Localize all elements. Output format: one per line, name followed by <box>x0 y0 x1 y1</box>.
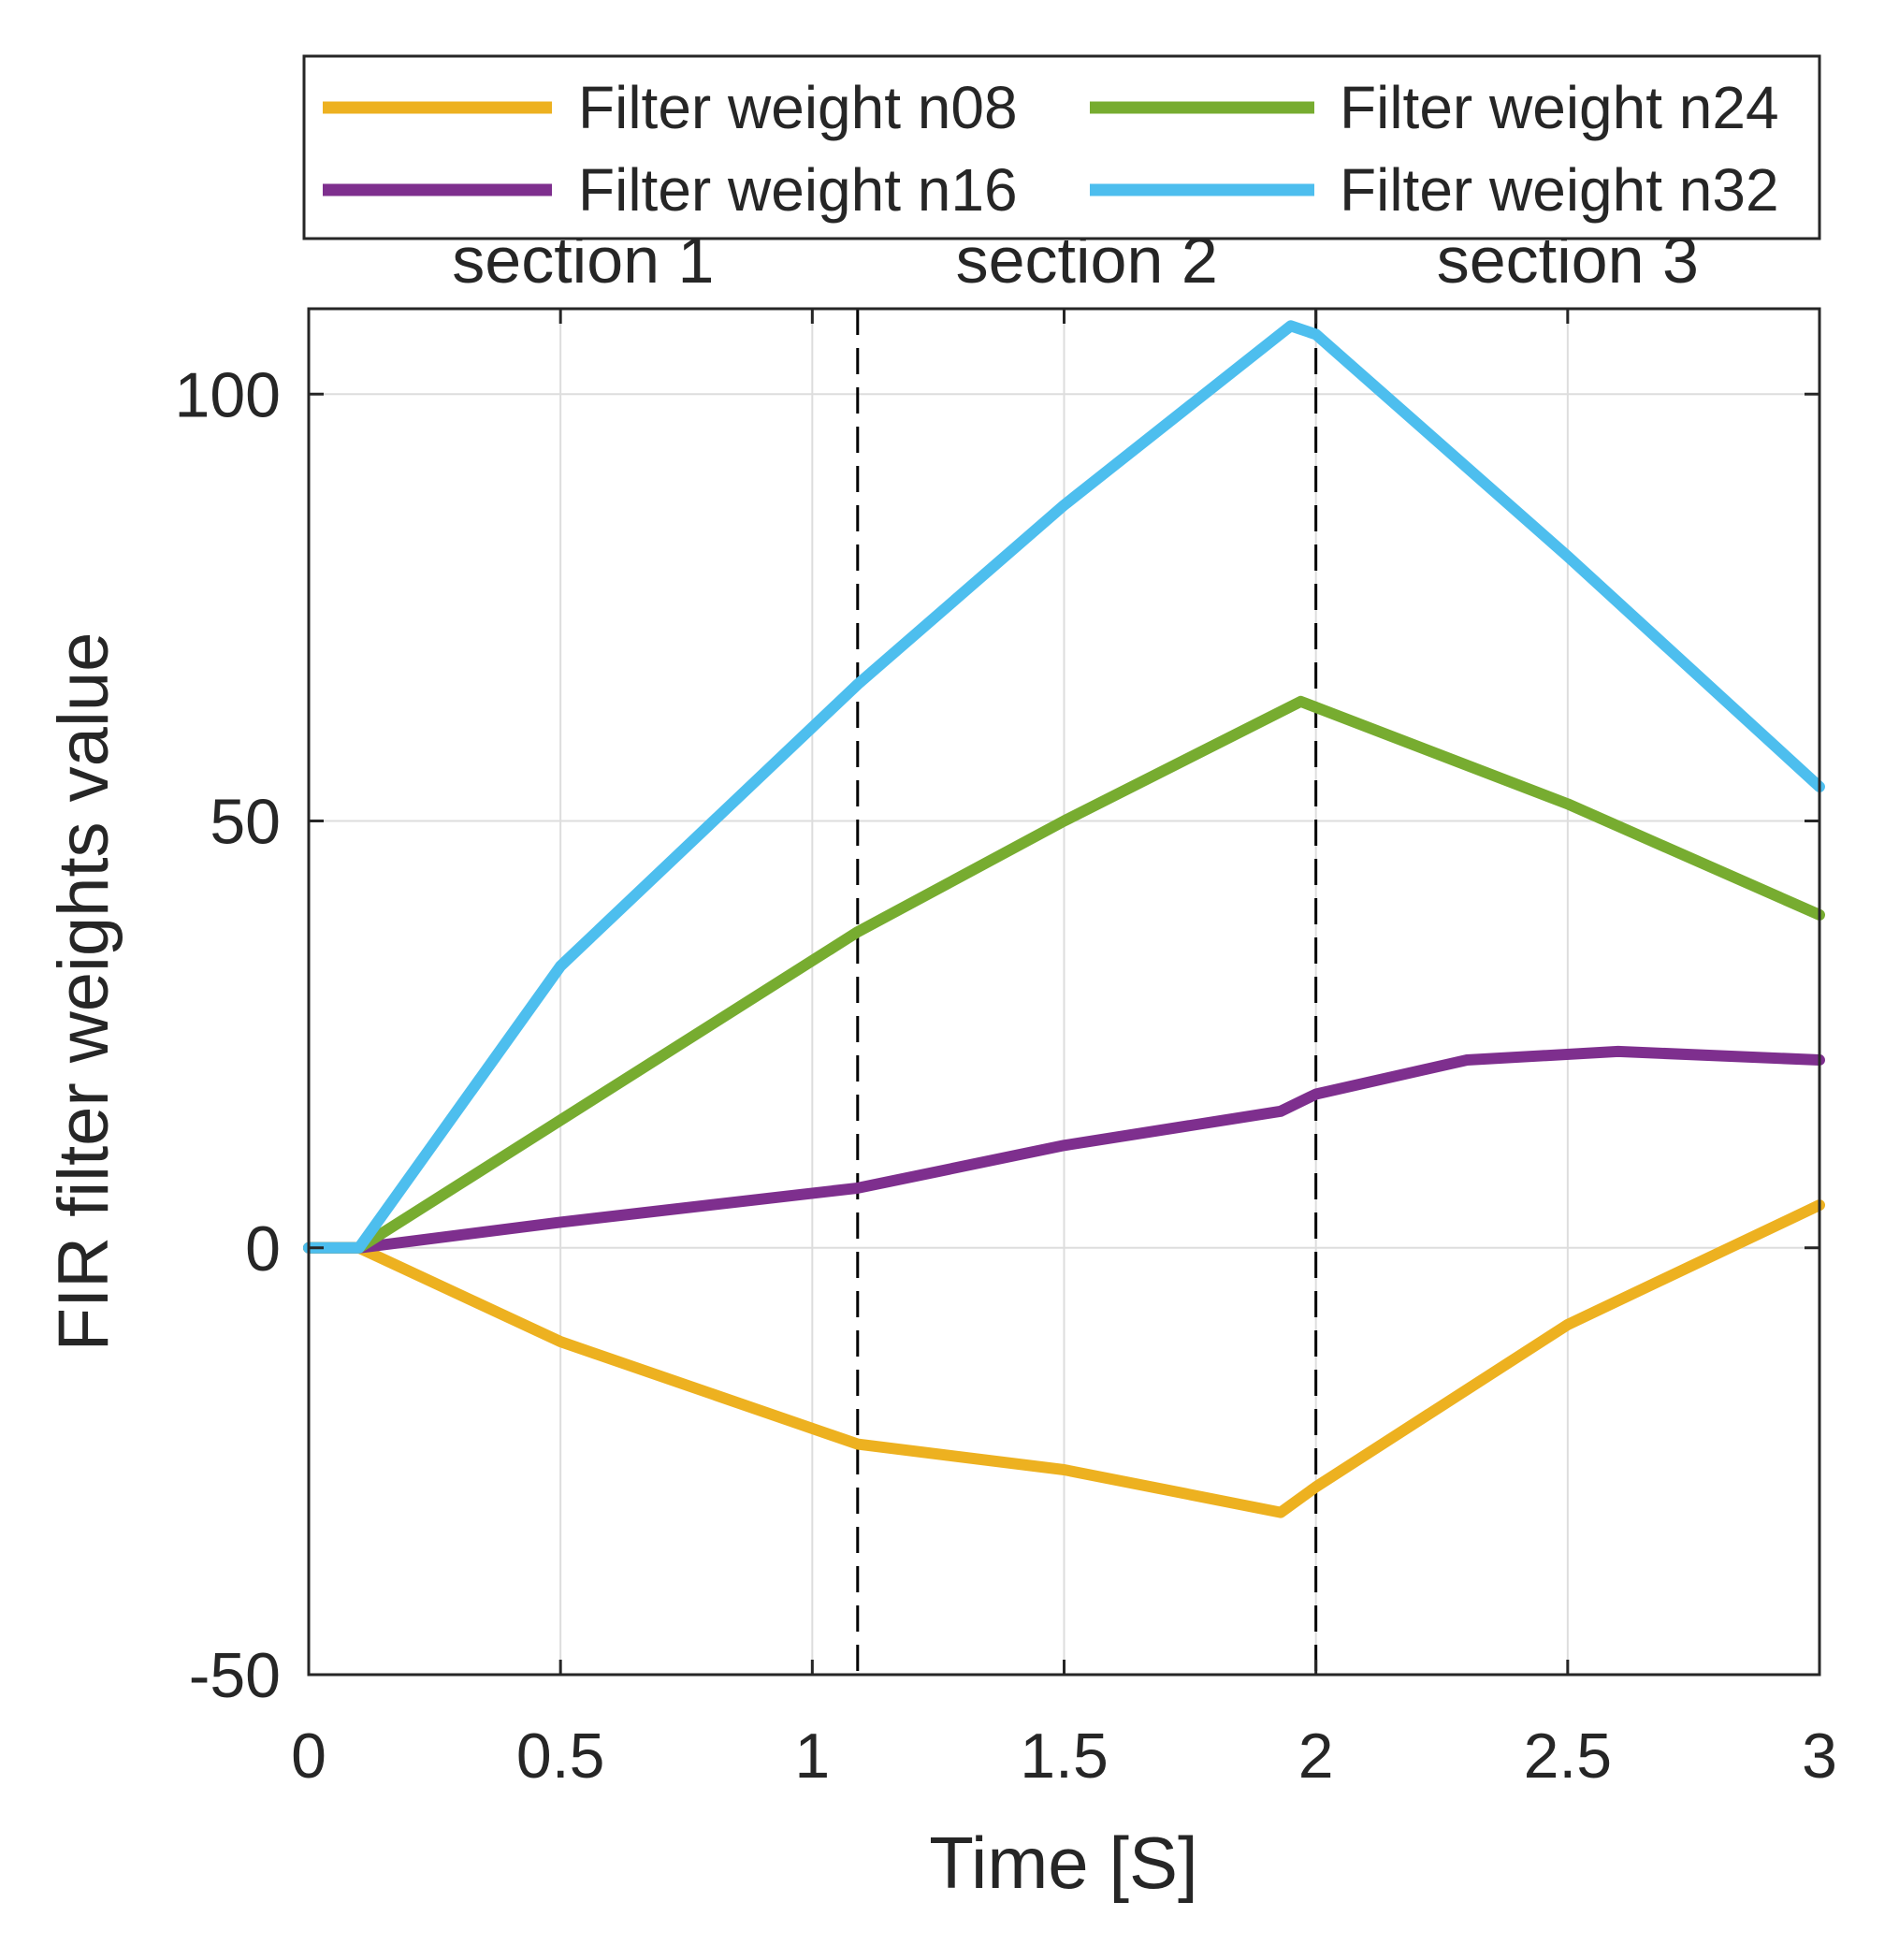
x-tick-label: 0.5 <box>516 1720 605 1792</box>
chart-legend: Filter weight n08 Filter weight n16 Filt… <box>302 54 1821 240</box>
x-tick-label: 2.5 <box>1524 1720 1613 1792</box>
x-tick-label: 3 <box>1802 1720 1837 1792</box>
y-tick-label: 0 <box>245 1213 281 1285</box>
x-tick-label: 1 <box>794 1720 830 1792</box>
legend-label-n16: Filter weight n16 <box>578 156 1018 224</box>
legend-label-n24: Filter weight n24 <box>1340 74 1779 141</box>
y-tick-label: 100 <box>175 359 281 430</box>
series-line-n32 <box>303 320 1825 1254</box>
y-tick-label: -50 <box>189 1640 281 1711</box>
x-axis-label: Time [S] <box>929 1822 1197 1904</box>
grid-layer <box>309 309 1819 1675</box>
legend-label-n08: Filter weight n08 <box>578 74 1018 141</box>
y-axis-label: FIR filter weights value <box>44 632 123 1352</box>
legend-box <box>302 54 1821 240</box>
series-line-n16 <box>303 1045 1825 1254</box>
series-layer <box>303 320 1825 1518</box>
x-tick-label: 0 <box>291 1720 326 1792</box>
x-tick-label: 2 <box>1298 1720 1334 1792</box>
series-line-n08 <box>303 1199 1825 1518</box>
x-tick-label: 1.5 <box>1020 1720 1109 1792</box>
legend-label-n32: Filter weight n32 <box>1340 156 1779 224</box>
y-tick-label: 50 <box>210 787 281 858</box>
